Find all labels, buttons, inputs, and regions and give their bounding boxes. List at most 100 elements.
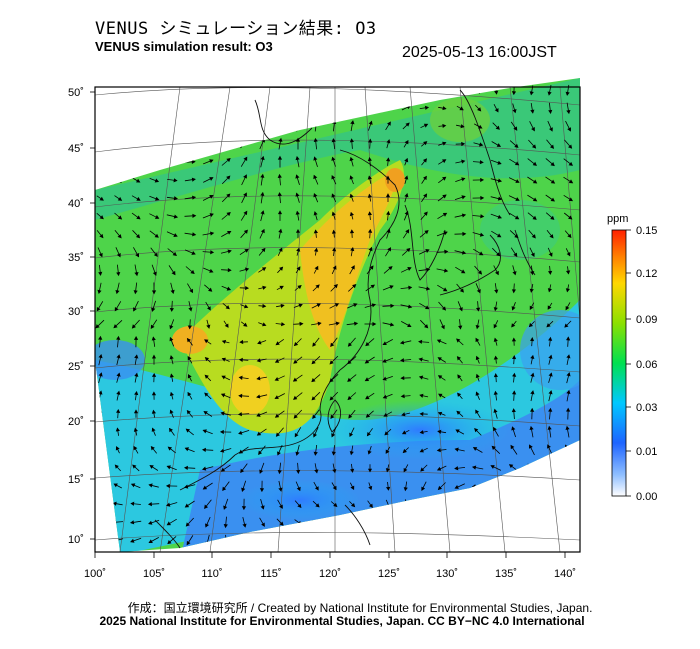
wind-arrowhead xyxy=(548,109,553,115)
wind-arrowhead xyxy=(454,466,459,471)
wind-arrowhead xyxy=(422,541,427,546)
wind-arrowhead xyxy=(436,339,442,344)
wind-arrow xyxy=(438,87,446,93)
wind-arrowhead xyxy=(475,559,478,562)
wind-arrow xyxy=(545,502,555,506)
wind-arrowhead xyxy=(548,336,553,341)
wind-arrowhead xyxy=(192,213,197,219)
wind-arrowhead xyxy=(114,464,119,469)
lon-label: 140˚ xyxy=(554,568,576,580)
wind-arrow xyxy=(115,159,121,165)
wind-arrow xyxy=(115,140,121,148)
wind-arrowhead xyxy=(479,251,484,256)
wind-arrowhead xyxy=(480,195,485,201)
wind-arrow xyxy=(312,538,320,542)
wind-arrowhead xyxy=(404,192,409,198)
wind-arrowhead xyxy=(458,560,461,563)
wind-arrowhead xyxy=(186,540,191,546)
wind-arrowhead xyxy=(98,390,103,395)
wind-arrowhead xyxy=(511,91,517,96)
colorbar-tick: 0.09 xyxy=(636,314,657,326)
wind-arrowhead xyxy=(227,249,232,254)
wind-arrowhead xyxy=(223,524,228,529)
wind-arrowhead xyxy=(331,156,336,161)
wind-arrow xyxy=(258,536,266,544)
wind-arrowhead xyxy=(511,289,517,294)
wind-arrowhead xyxy=(478,124,483,129)
wind-arrowhead xyxy=(99,215,104,220)
wind-arrowhead xyxy=(260,210,265,215)
wind-arrowhead xyxy=(189,106,194,111)
wind-arrowhead xyxy=(279,504,283,509)
wind-arrowhead xyxy=(528,557,531,560)
wind-arrowhead xyxy=(437,485,443,491)
wind-arrowhead xyxy=(347,377,352,382)
wind-arrowhead xyxy=(369,521,375,526)
wind-arrowhead xyxy=(220,393,226,398)
wind-arrowhead xyxy=(348,414,353,419)
wind-arrowhead xyxy=(525,501,531,506)
wind-arrowhead xyxy=(204,392,209,397)
wind-arrowhead xyxy=(349,175,354,180)
wind-arrowhead xyxy=(547,91,552,96)
wind-arrowhead xyxy=(456,356,461,361)
copyright-line: 2025 National Institute for Environmenta… xyxy=(99,614,585,628)
wind-arrow xyxy=(403,554,410,563)
wind-arrowhead xyxy=(562,520,567,525)
wind-arrowhead xyxy=(240,468,245,474)
lon-label: 105˚ xyxy=(143,568,165,580)
wind-arrowhead xyxy=(529,91,534,96)
wind-arrowhead xyxy=(566,354,571,359)
wind-arrowhead xyxy=(186,409,191,415)
wind-arrowhead xyxy=(315,538,321,543)
wind-arrowhead xyxy=(274,359,280,363)
wind-arrowhead xyxy=(168,559,171,562)
wind-arrow xyxy=(526,483,538,489)
wind-arrowhead xyxy=(245,87,250,93)
wind-arrow xyxy=(491,536,501,544)
wind-arrow xyxy=(510,556,518,561)
wind-arrowhead xyxy=(238,393,243,398)
wind-arrowhead xyxy=(550,162,555,167)
wind-arrowhead xyxy=(372,321,377,327)
wind-arrowhead xyxy=(550,179,556,184)
wind-arrowhead xyxy=(350,485,355,491)
wind-arrowhead xyxy=(171,270,176,276)
wind-arrowhead xyxy=(209,141,214,146)
wind-arrowhead xyxy=(549,127,553,132)
wind-arrowhead xyxy=(224,541,229,546)
wind-arrowhead xyxy=(349,193,354,199)
wind-arrowhead xyxy=(113,558,116,561)
wind-arrowhead xyxy=(422,158,428,163)
colorbar-tick: 0.01 xyxy=(636,446,657,458)
wind-arrowhead xyxy=(368,120,373,125)
wind-arrowhead xyxy=(349,451,354,456)
wind-arrowhead xyxy=(443,287,448,292)
wind-arrowhead xyxy=(400,394,405,399)
wind-arrowhead xyxy=(461,269,466,274)
wind-arrow xyxy=(133,141,139,147)
wind-arrow xyxy=(186,105,194,111)
wind-arrowhead xyxy=(442,159,447,164)
wind-arrowhead xyxy=(548,407,553,412)
wind-arrowhead xyxy=(329,396,334,401)
wind-arrowhead xyxy=(208,287,213,292)
wind-arrowhead xyxy=(530,337,535,342)
wind-arrowhead xyxy=(566,110,571,115)
wind-arrowhead xyxy=(226,193,231,198)
wind-arrowhead xyxy=(347,395,352,401)
wind-arrowhead xyxy=(544,501,549,506)
wind-arrowhead xyxy=(244,248,249,253)
wind-arrowhead xyxy=(314,119,319,124)
wind-arrowhead xyxy=(514,215,520,220)
wind-arrowhead xyxy=(188,307,193,312)
wind-arrowhead xyxy=(187,325,193,330)
wind-arrowhead xyxy=(187,355,192,361)
timestamp: 2025-05-13 16:00JST xyxy=(402,44,557,61)
wind-arrowhead xyxy=(479,232,485,237)
wind-arrowhead xyxy=(333,284,338,289)
wind-arrowhead xyxy=(407,323,412,328)
wind-arrowhead xyxy=(201,447,206,453)
wind-arrowhead xyxy=(401,430,407,435)
wind-arrowhead xyxy=(546,557,549,560)
